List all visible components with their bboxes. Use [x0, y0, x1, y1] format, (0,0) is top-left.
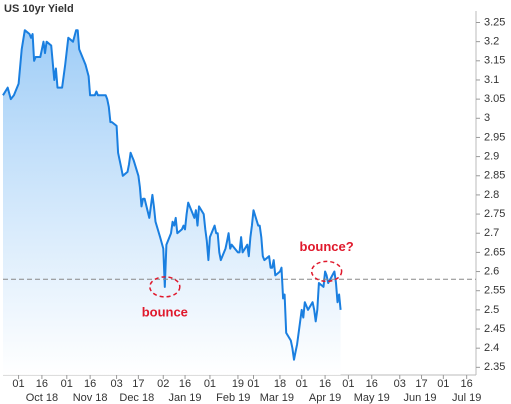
x-tick-label: 16: [319, 378, 331, 390]
y-tick-label: 2.45: [484, 323, 505, 335]
month-label: Nov 18: [73, 392, 108, 404]
month-label: Dec 18: [119, 392, 154, 404]
annotation: bounce: [142, 304, 188, 319]
y-tick-label: 2.7: [484, 227, 499, 239]
x-tick-label: 01: [247, 378, 259, 390]
x-tick-label: 16: [461, 378, 473, 390]
x-tick-label: 01: [61, 378, 73, 390]
month-label: May 19: [354, 392, 390, 404]
x-tick-label: 19: [232, 378, 244, 390]
x-tick-label: 17: [132, 378, 144, 390]
y-tick-label: 2.95: [484, 131, 505, 143]
y-tick-label: 2.65: [484, 246, 505, 258]
x-tick-label: 16: [366, 378, 378, 390]
month-label: Jan 19: [169, 392, 202, 404]
line: [2, 29, 342, 361]
month-label: Mar 19: [260, 392, 294, 404]
month-label: Feb 19: [216, 392, 250, 404]
x-tick-label: 18: [274, 378, 286, 390]
y-tick-label: 3.2: [484, 36, 499, 48]
x-tick-label: 01: [12, 378, 24, 390]
month-label: Jul 19: [452, 392, 481, 404]
y-tick-label: 3.25: [484, 16, 505, 28]
month-label: Oct 18: [26, 392, 58, 404]
y-tick-label: 2.5: [484, 304, 499, 316]
month-label: Apr 19: [309, 392, 341, 404]
x-tick-label: 16: [179, 378, 191, 390]
y-tick-label: 2.4: [484, 342, 499, 354]
y-tick-label: 2.8: [484, 189, 499, 201]
y-tick-label: 2.85: [484, 170, 505, 182]
x-tick-label: 02: [157, 378, 169, 390]
x-tick-label: 01: [204, 378, 216, 390]
x-tick-label: 17: [415, 378, 427, 390]
y-tick-label: 3.1: [484, 74, 499, 86]
x-tick-label: 01: [296, 378, 308, 390]
y-tick-label: 3.15: [484, 55, 505, 67]
x-tick-label: 03: [394, 378, 406, 390]
x-tick-label: 01: [342, 378, 354, 390]
highlight-circle: [149, 276, 181, 298]
y-tick-label: 2.55: [484, 285, 505, 297]
y-tick-label: 2.6: [484, 265, 499, 277]
highlight-circle: [310, 260, 343, 283]
y-tick-label: 2.9: [484, 151, 499, 163]
y-tick-label: 2.75: [484, 208, 505, 220]
month-label: Jun 19: [403, 392, 436, 404]
x-tick-label: 16: [84, 378, 96, 390]
y-tick-label: 2.35: [484, 361, 505, 373]
x-tick-label: 03: [110, 378, 122, 390]
x-tick-label: 16: [36, 378, 48, 390]
y-tick-label: 3: [484, 112, 490, 124]
y-tick-label: 3.05: [484, 93, 505, 105]
area: [3, 30, 341, 375]
chart-title: US 10yr Yield: [4, 3, 74, 15]
annotation: bounce?: [300, 239, 354, 254]
x-tick-label: 01: [437, 378, 449, 390]
